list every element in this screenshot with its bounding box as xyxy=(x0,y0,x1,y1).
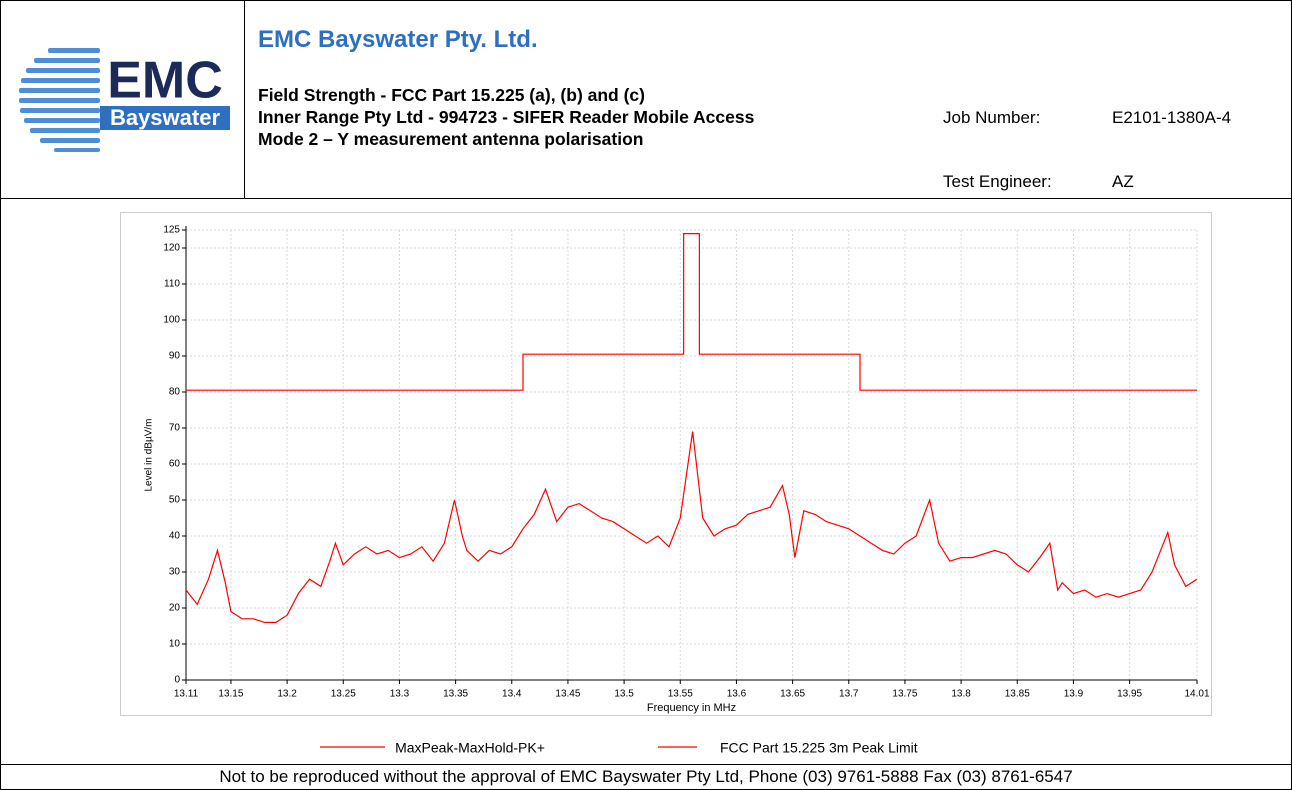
x-tick-label: 13.85 xyxy=(1005,689,1030,700)
x-tick-label: 13.7 xyxy=(839,689,859,700)
x-tick-label: 13.9 xyxy=(1064,689,1084,700)
x-tick-label: 13.5 xyxy=(614,689,634,700)
legend-label: FCC Part 15.225 3m Peak Limit xyxy=(720,740,918,756)
x-tick-label: 13.75 xyxy=(892,689,917,700)
footer: Not to be reproduced without the approva… xyxy=(219,767,1073,786)
job-label: Job Number: xyxy=(943,108,1041,127)
engineer-value: AZ xyxy=(1112,172,1134,191)
x-tick-label: 13.35 xyxy=(443,689,468,700)
y-tick-label: 100 xyxy=(163,315,180,326)
company-name: EMC Bayswater Pty. Ltd. xyxy=(258,26,538,53)
y-tick-label: 0 xyxy=(174,675,180,686)
y-tick-label: 50 xyxy=(169,495,181,506)
header-line: Inner Range Pty Ltd - 994723 - SIFER Rea… xyxy=(258,107,755,127)
series-line xyxy=(186,233,1197,391)
logo: EMC Bayswater xyxy=(19,48,230,152)
x-tick-label: 13.4 xyxy=(502,689,522,700)
x-axis-label: Frequency in MHz xyxy=(647,702,736,714)
x-tick-label: 13.25 xyxy=(331,689,356,700)
y-tick-label: 125 xyxy=(163,225,180,236)
x-tick-label: 13.11 xyxy=(174,689,199,700)
x-tick-label: 13.3 xyxy=(390,689,410,700)
y-tick-label: 90 xyxy=(169,351,181,362)
x-tick-label: 13.2 xyxy=(277,689,297,700)
header-line: Field Strength - FCC Part 15.225 (a), (b… xyxy=(258,85,645,105)
series-line xyxy=(185,431,1198,623)
x-tick-label: 13.6 xyxy=(727,689,747,700)
y-tick-label: 70 xyxy=(169,423,181,434)
header-lines: Field Strength - FCC Part 15.225 (a), (b… xyxy=(258,84,898,150)
y-tick-label: 10 xyxy=(169,639,181,650)
job-value: E2101-1380A-4 xyxy=(1112,108,1232,127)
y-axis-label: Level in dBµV/m xyxy=(144,418,155,491)
chart-panel xyxy=(120,212,1212,716)
y-tick-label: 110 xyxy=(164,279,180,290)
y-tick-label: 20 xyxy=(169,603,181,614)
y-tick-label: 80 xyxy=(169,387,181,398)
y-tick-label: 40 xyxy=(169,531,181,542)
logo-text: EMC xyxy=(107,52,223,110)
x-tick-label: 13.55 xyxy=(668,689,693,700)
legend-label: MaxPeak-MaxHold-PK+ xyxy=(395,740,545,756)
x-tick-label: 13.95 xyxy=(1117,689,1142,700)
engineer-label: Test Engineer: xyxy=(943,172,1052,191)
x-tick-label: 13.15 xyxy=(218,689,243,700)
logo-subtext: Bayswater xyxy=(110,105,221,130)
x-tick-label: 13.8 xyxy=(951,689,971,700)
x-tick-label: 13.45 xyxy=(555,689,580,700)
header-line: Mode 2 – Y measurement antenna polarisat… xyxy=(258,129,644,149)
x-tick-label: 13.65 xyxy=(780,689,805,700)
y-tick-label: 120 xyxy=(163,243,180,254)
x-tick-label: 14.01 xyxy=(1184,689,1209,700)
y-tick-label: 60 xyxy=(169,459,181,470)
y-tick-label: 30 xyxy=(169,567,181,578)
